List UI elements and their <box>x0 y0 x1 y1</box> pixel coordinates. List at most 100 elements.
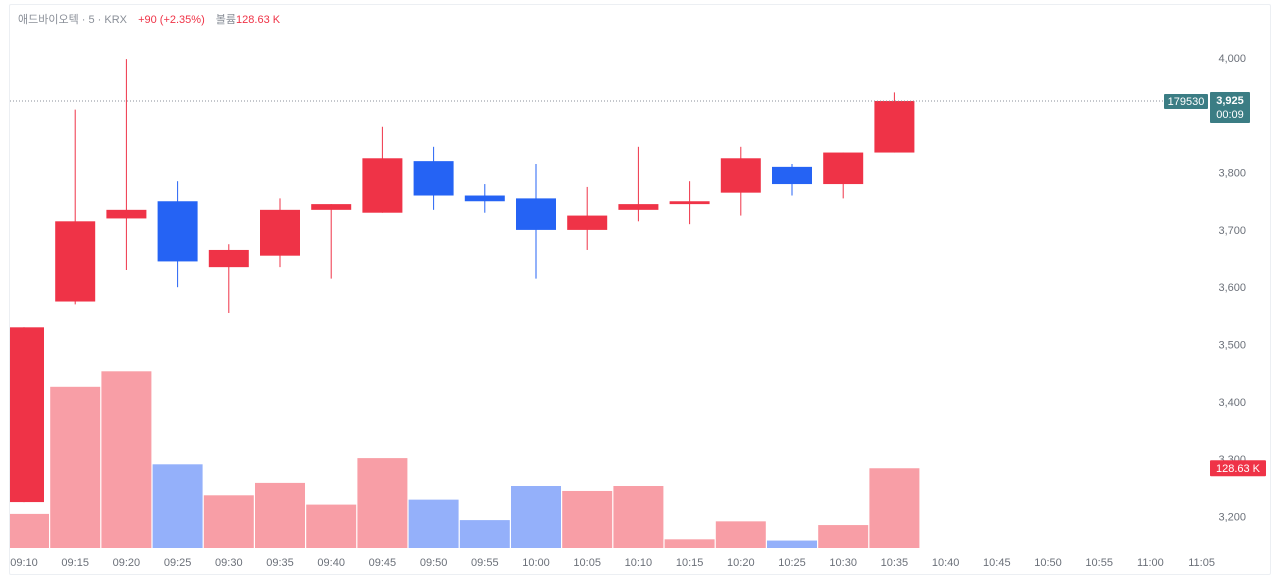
candle[interactable] <box>567 186 608 250</box>
candle-body <box>106 209 147 219</box>
volume-bar <box>203 495 254 548</box>
volume-bar <box>511 486 561 548</box>
x-tick-label: 09:55 <box>471 557 499 569</box>
candle[interactable] <box>260 198 300 268</box>
candle-body <box>311 204 352 210</box>
candle-body <box>10 327 44 503</box>
volume-tag: 128.63 K <box>1210 460 1266 477</box>
change-label: +90 (+2.35%) <box>138 14 205 26</box>
volume-bar <box>767 540 817 548</box>
candle[interactable] <box>10 327 44 503</box>
y-tick-label: 3,600 <box>1218 282 1246 294</box>
chart-frame <box>9 4 1271 575</box>
x-tick-label: 10:45 <box>983 557 1011 569</box>
volume-label: 볼륨 <box>215 14 237 26</box>
candle-body <box>516 198 556 230</box>
volume-bar <box>715 521 766 548</box>
volume-layer <box>10 371 920 548</box>
candle[interactable] <box>413 146 454 210</box>
candle-body <box>208 249 249 268</box>
candle[interactable] <box>823 152 864 199</box>
x-tick-label: 10:40 <box>932 557 960 569</box>
y-tick-label: 3,500 <box>1218 340 1246 352</box>
x-tick-label: 09:50 <box>420 557 448 569</box>
candle[interactable] <box>669 181 710 225</box>
symbol-code-tag: 179530 <box>1168 96 1205 108</box>
x-tick-label: 10:25 <box>778 557 806 569</box>
countdown-tag: 00:09 <box>1216 109 1244 121</box>
chart-legend: 애드바이오텍 · 5 · KRX +90 (+2.35%) 볼륨128.63 K <box>18 11 280 27</box>
symbol-code-tag-bg <box>1164 93 1208 109</box>
volume-bar <box>152 464 203 548</box>
x-tick-label: 10:10 <box>625 557 653 569</box>
x-tick-label: 09:40 <box>317 557 345 569</box>
x-tick-label: 10:05 <box>573 557 601 569</box>
y-tick-label: 3,400 <box>1218 397 1246 409</box>
candle[interactable] <box>720 146 761 216</box>
candle-body <box>157 201 198 262</box>
volume-bar <box>459 520 510 548</box>
candle-body <box>413 161 454 196</box>
candle-body <box>720 158 761 193</box>
candle[interactable] <box>618 146 659 222</box>
candle-body <box>823 152 864 185</box>
candle[interactable] <box>516 164 556 279</box>
volume-bar <box>818 525 869 548</box>
volume-bar <box>408 499 459 548</box>
candle-layer <box>10 59 915 503</box>
volume-bar <box>613 486 664 548</box>
candle-body <box>618 204 659 210</box>
volume-bar <box>255 482 305 548</box>
y-tick-label: 3,200 <box>1218 511 1246 523</box>
candle[interactable] <box>157 181 198 288</box>
symbol-label: 애드바이오텍 · 5 · KRX <box>18 14 128 26</box>
candle-body <box>772 166 812 185</box>
x-tick-label: 11:05 <box>1188 557 1215 569</box>
x-tick-label: 10:15 <box>676 557 704 569</box>
x-tick-label: 09:25 <box>164 557 192 569</box>
x-axis: 09:10 09:15 09:20 09:25 09:30 09:35 09:40 09:45… <box>10 557 1215 569</box>
x-tick-label: 09:10 <box>10 557 38 569</box>
price-tag-value: 3,925 <box>1216 95 1244 107</box>
candle[interactable] <box>55 109 96 305</box>
candle-body <box>669 201 710 205</box>
x-tick-label: 10:30 <box>829 557 857 569</box>
volume-tag-value: 128.63 K <box>1216 463 1261 475</box>
y-tick-label: 3,800 <box>1218 168 1246 180</box>
candle-body <box>464 195 505 202</box>
candle[interactable] <box>362 126 403 213</box>
volume-bar <box>10 513 49 548</box>
volume-bar <box>306 504 357 548</box>
x-tick-label: 09:15 <box>61 557 89 569</box>
candle[interactable] <box>464 184 505 213</box>
volume-bar <box>357 458 408 548</box>
x-tick-label: 10:50 <box>1034 557 1062 569</box>
x-tick-label: 10:55 <box>1085 557 1113 569</box>
candle-body <box>567 215 608 230</box>
candle-body <box>260 209 300 256</box>
y-tick-label: 4,000 <box>1218 53 1246 65</box>
x-tick-label: 09:20 <box>113 557 141 569</box>
volume-bar <box>562 490 613 548</box>
x-tick-label: 09:45 <box>369 557 397 569</box>
volume-bar <box>50 386 101 548</box>
x-tick-label: 11:00 <box>1137 557 1164 569</box>
candle-body <box>874 100 915 153</box>
y-tick-label: 3,700 <box>1218 225 1246 237</box>
x-tick-label: 09:35 <box>266 557 294 569</box>
volume-tag-bg <box>1210 460 1266 477</box>
candle-body <box>362 158 403 213</box>
price-tag-bg <box>1210 91 1250 123</box>
candle[interactable] <box>874 92 915 153</box>
x-tick-label: 10:00 <box>522 557 550 569</box>
last-price-tag: 179530 3,925 00:09 <box>1164 91 1250 123</box>
volume-value: 128.63 K <box>236 14 281 26</box>
x-tick-label: 09:30 <box>215 557 243 569</box>
candle[interactable] <box>106 59 147 271</box>
candle[interactable] <box>772 164 812 196</box>
candle[interactable] <box>311 204 352 279</box>
x-tick-label: 10:20 <box>727 557 755 569</box>
candle[interactable] <box>208 244 249 313</box>
volume-bar <box>869 468 920 548</box>
